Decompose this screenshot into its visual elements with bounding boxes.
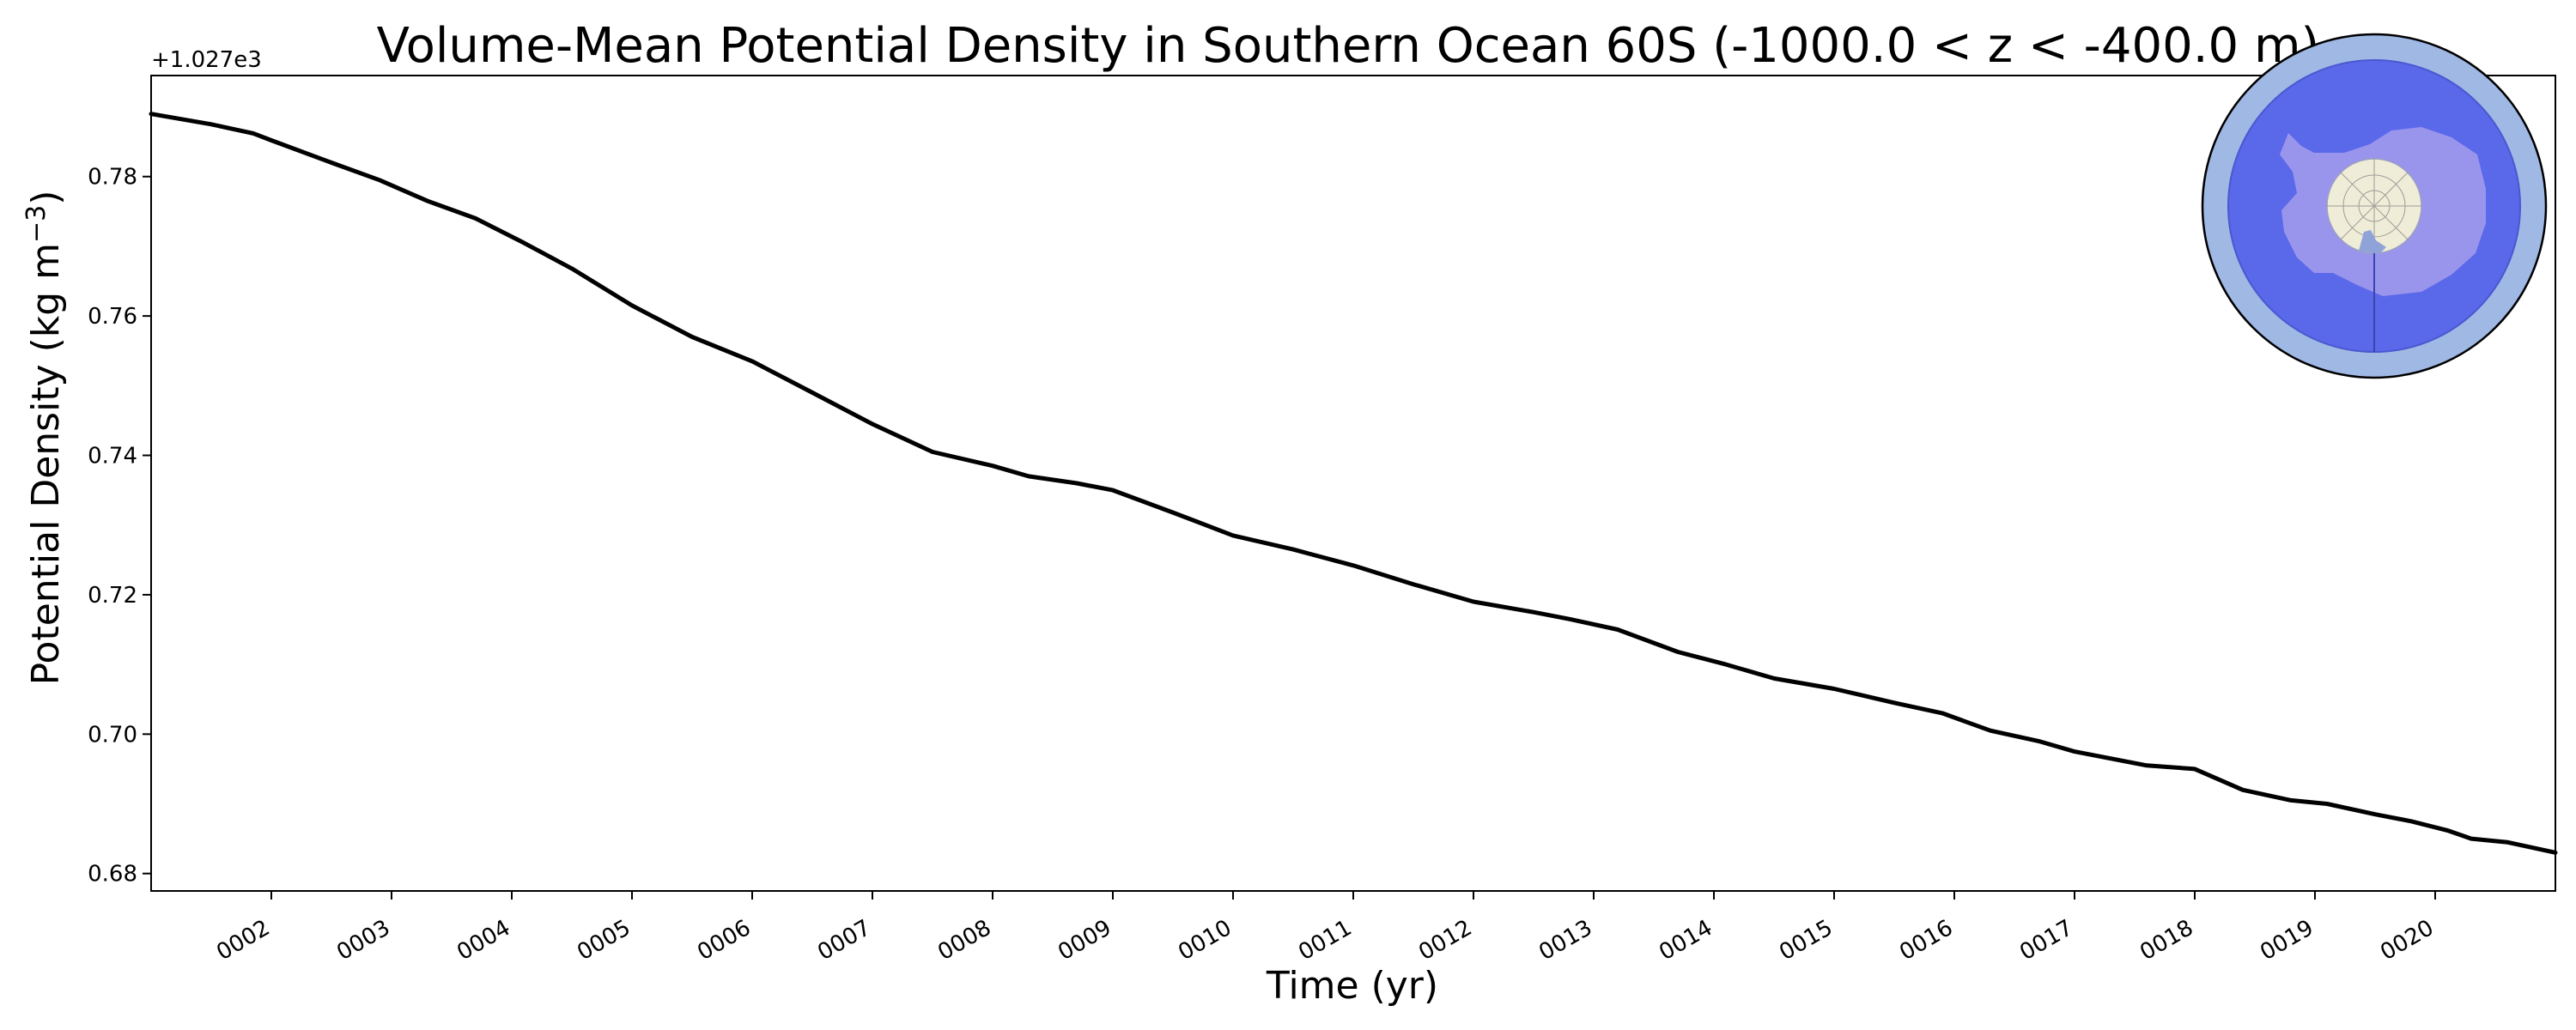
- y-axis-title: Potential Density (kg m−3): [21, 191, 68, 686]
- series-group: [149, 112, 2558, 855]
- y-tick-label: 0.72: [88, 583, 137, 609]
- inset-map-graticule-icon: [2327, 159, 2421, 253]
- y-axis-title-main: Potential Density (kg m: [24, 243, 68, 685]
- y-tick-label: 0.70: [88, 722, 137, 748]
- x-axis-title: Time (yr): [1266, 964, 1438, 1008]
- y-tick-label: 0.76: [88, 304, 137, 330]
- y-axis-title-exponent: −3: [21, 205, 52, 243]
- inset-map: [2201, 33, 2548, 379]
- series-line: [149, 112, 2558, 855]
- chart-title: Volume-Mean Potential Density in Souther…: [377, 18, 2320, 74]
- y-axis: 0.68 0.70 0.72 0.74 0.76 0.78: [88, 165, 151, 888]
- y-tick-label: 0.68: [88, 862, 137, 888]
- antarctic-peninsula-icon: [2359, 230, 2386, 254]
- y-offset-label: +1.027e3: [151, 47, 262, 73]
- plot-frame: [150, 75, 2556, 892]
- y-axis-title-close: ): [24, 191, 68, 205]
- y-tick-label: 0.74: [88, 444, 137, 470]
- y-tick-label: 0.78: [88, 165, 137, 191]
